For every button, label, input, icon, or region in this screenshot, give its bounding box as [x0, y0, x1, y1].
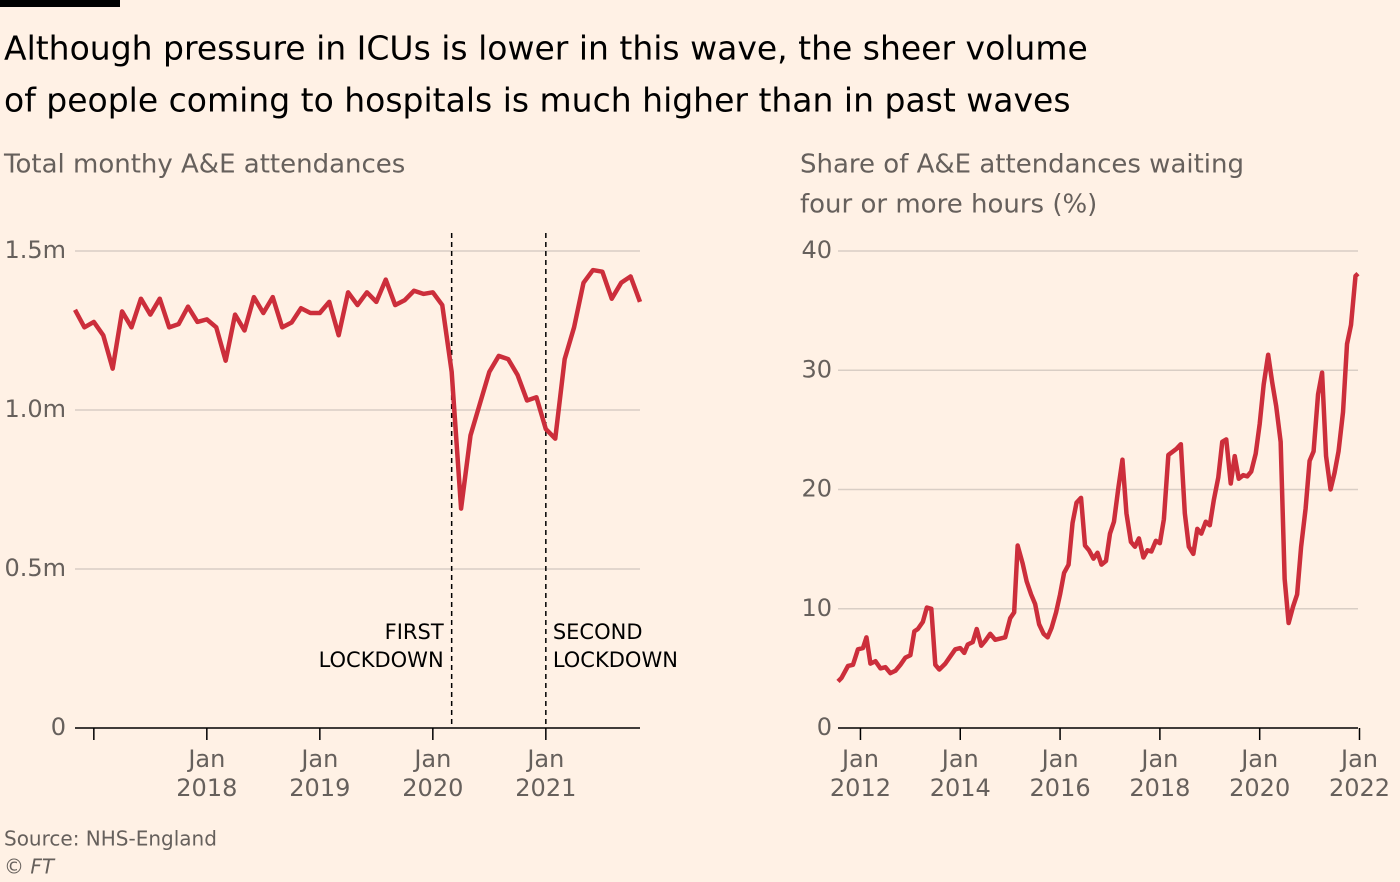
title-line: Although pressure in ICUs is lower in th… [4, 29, 1088, 68]
subtitle: four or more hours (%) [800, 190, 1097, 220]
x-tick-label: 2016 [1030, 774, 1091, 802]
y-tick-label: 0 [51, 713, 66, 741]
annotation: FIRST [385, 620, 444, 644]
x-tick-label: Jan [186, 745, 225, 773]
source: Source: NHS-England [4, 827, 217, 851]
x-tick-label: Jan [1139, 745, 1178, 773]
y-tick-label: 1.5m [4, 236, 66, 264]
y-tick-label: 1.0m [4, 395, 66, 423]
x-tick-label: 2020 [402, 774, 463, 802]
x-tick-label: 2012 [830, 774, 891, 802]
annotation: SECOND [553, 620, 643, 644]
x-tick-label: 2020 [1229, 774, 1290, 802]
title-line: of people coming to hospitals is much hi… [4, 81, 1071, 120]
annotation: LOCKDOWN [553, 648, 678, 672]
x-tick-label: Jan [940, 745, 979, 773]
x-tick-label: Jan [1239, 745, 1278, 773]
x-tick-label: Jan [299, 745, 338, 773]
y-tick-label: 40 [801, 236, 832, 264]
y-tick-label: 20 [801, 475, 832, 503]
x-tick-label: 2018 [1129, 774, 1190, 802]
credit: © FT [4, 855, 56, 879]
data-line [73, 267, 643, 511]
y-tick-label: 30 [801, 355, 832, 383]
brand-bar [0, 0, 120, 7]
annotation: LOCKDOWN [319, 648, 444, 672]
y-tick-label: 0.5m [4, 554, 66, 582]
data-line [836, 272, 1360, 684]
x-tick-label: Jan [840, 745, 879, 773]
x-tick-label: 2014 [930, 774, 991, 802]
x-tick-label: 2021 [515, 774, 576, 802]
x-tick-label: Jan [1339, 745, 1378, 773]
y-tick-label: 10 [801, 594, 832, 622]
y-tick-label: 0 [817, 713, 832, 741]
subtitle: Total monthy A&E attendances [3, 150, 405, 180]
x-tick-label: Jan [1040, 745, 1079, 773]
x-tick-label: 2019 [289, 774, 350, 802]
subtitle: Share of A&E attendances waiting [800, 150, 1244, 180]
x-tick-label: Jan [412, 745, 451, 773]
x-tick-label: Jan [525, 745, 564, 773]
x-tick-label: 2022 [1329, 774, 1390, 802]
x-tick-label: 2018 [176, 774, 237, 802]
